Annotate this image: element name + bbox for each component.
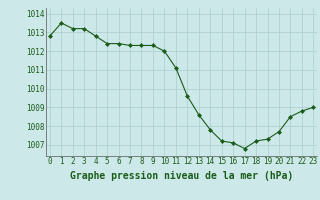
- X-axis label: Graphe pression niveau de la mer (hPa): Graphe pression niveau de la mer (hPa): [70, 171, 293, 181]
